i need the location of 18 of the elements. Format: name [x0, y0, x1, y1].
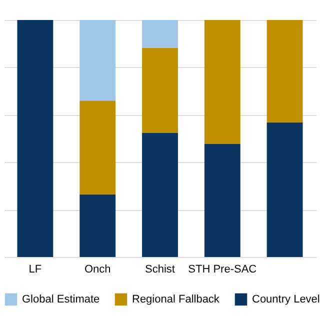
legend-label: Regional Fallback — [132, 293, 220, 306]
legend-label: Country Level — [252, 293, 320, 306]
bar — [204, 20, 240, 144]
x-tick-label: LF — [28, 264, 42, 276]
bar — [266, 122, 303, 257]
bar — [80, 20, 116, 101]
bar — [80, 100, 116, 194]
legend-label: Global Estimate — [22, 293, 100, 306]
bar — [142, 48, 178, 134]
bar — [17, 20, 54, 257]
bar — [142, 133, 178, 257]
x-tick-label: Onch — [84, 264, 111, 276]
bar — [266, 20, 303, 122]
bar — [204, 144, 240, 257]
bar — [80, 194, 116, 257]
bar — [142, 20, 178, 48]
x-tick-label: Schist — [145, 264, 175, 276]
x-tick-label: STH Pre-SAC — [188, 264, 257, 276]
